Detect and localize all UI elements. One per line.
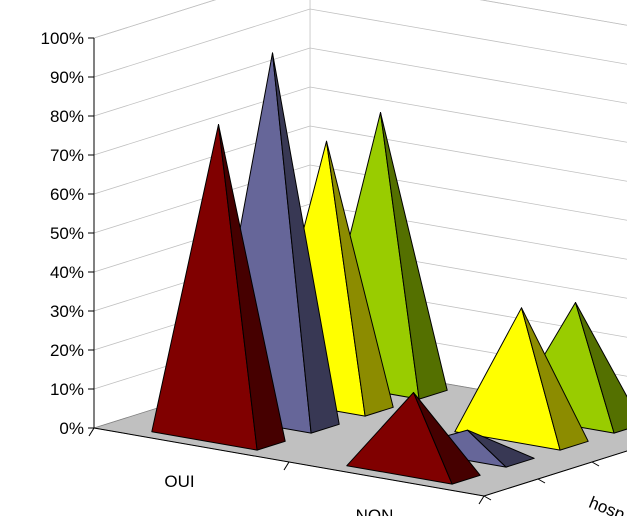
series-label-hosp: hosp.: [586, 493, 627, 516]
chart-marks: [151, 52, 627, 485]
pyramid-side-face: [380, 112, 448, 400]
y-tick-label: 20%: [50, 341, 84, 360]
pyramid-side-face: [272, 52, 340, 434]
y-tick-label: 50%: [50, 224, 84, 243]
gridline: [93, 47, 627, 117]
gridline: [93, 164, 627, 234]
gridline: [93, 8, 627, 78]
depth-tick-mark: [483, 495, 492, 501]
y-tick-label: 70%: [50, 146, 84, 165]
y-tick-label: 100%: [41, 29, 84, 48]
x-tick-label: NON: [356, 506, 394, 516]
pyramid-side-face: [326, 140, 394, 417]
pyramid-side-face: [413, 392, 481, 485]
x-tick-mark: [478, 495, 485, 505]
pyramid-side-face: [218, 124, 286, 451]
pyramid-total-oui: [151, 124, 286, 451]
pyramid-side-face: [467, 429, 535, 468]
y-tick-label: 40%: [50, 263, 84, 282]
y-tick-label: 60%: [50, 185, 84, 204]
gridline: [93, 0, 627, 39]
gridline: [93, 125, 627, 195]
y-tick-label: 80%: [50, 107, 84, 126]
depth-tick-mark: [537, 478, 546, 484]
x-tick-mark: [283, 461, 290, 471]
x-tick-label: OUI: [164, 472, 194, 491]
y-tick-label: 10%: [50, 380, 84, 399]
pyramid-total-non: [346, 392, 481, 485]
gridline: [93, 86, 627, 156]
y-tick-label: 0%: [59, 419, 84, 438]
depth-tick-mark: [591, 461, 600, 467]
pyramid-side-face: [521, 307, 589, 451]
pyramid-side-face: [575, 302, 627, 434]
x-tick-mark: [88, 427, 95, 437]
y-tick-label: 30%: [50, 302, 84, 321]
pyramid-liberaux-non: [454, 307, 589, 451]
series-label-total: total: [537, 512, 574, 516]
y-tick-label: 90%: [50, 68, 84, 87]
